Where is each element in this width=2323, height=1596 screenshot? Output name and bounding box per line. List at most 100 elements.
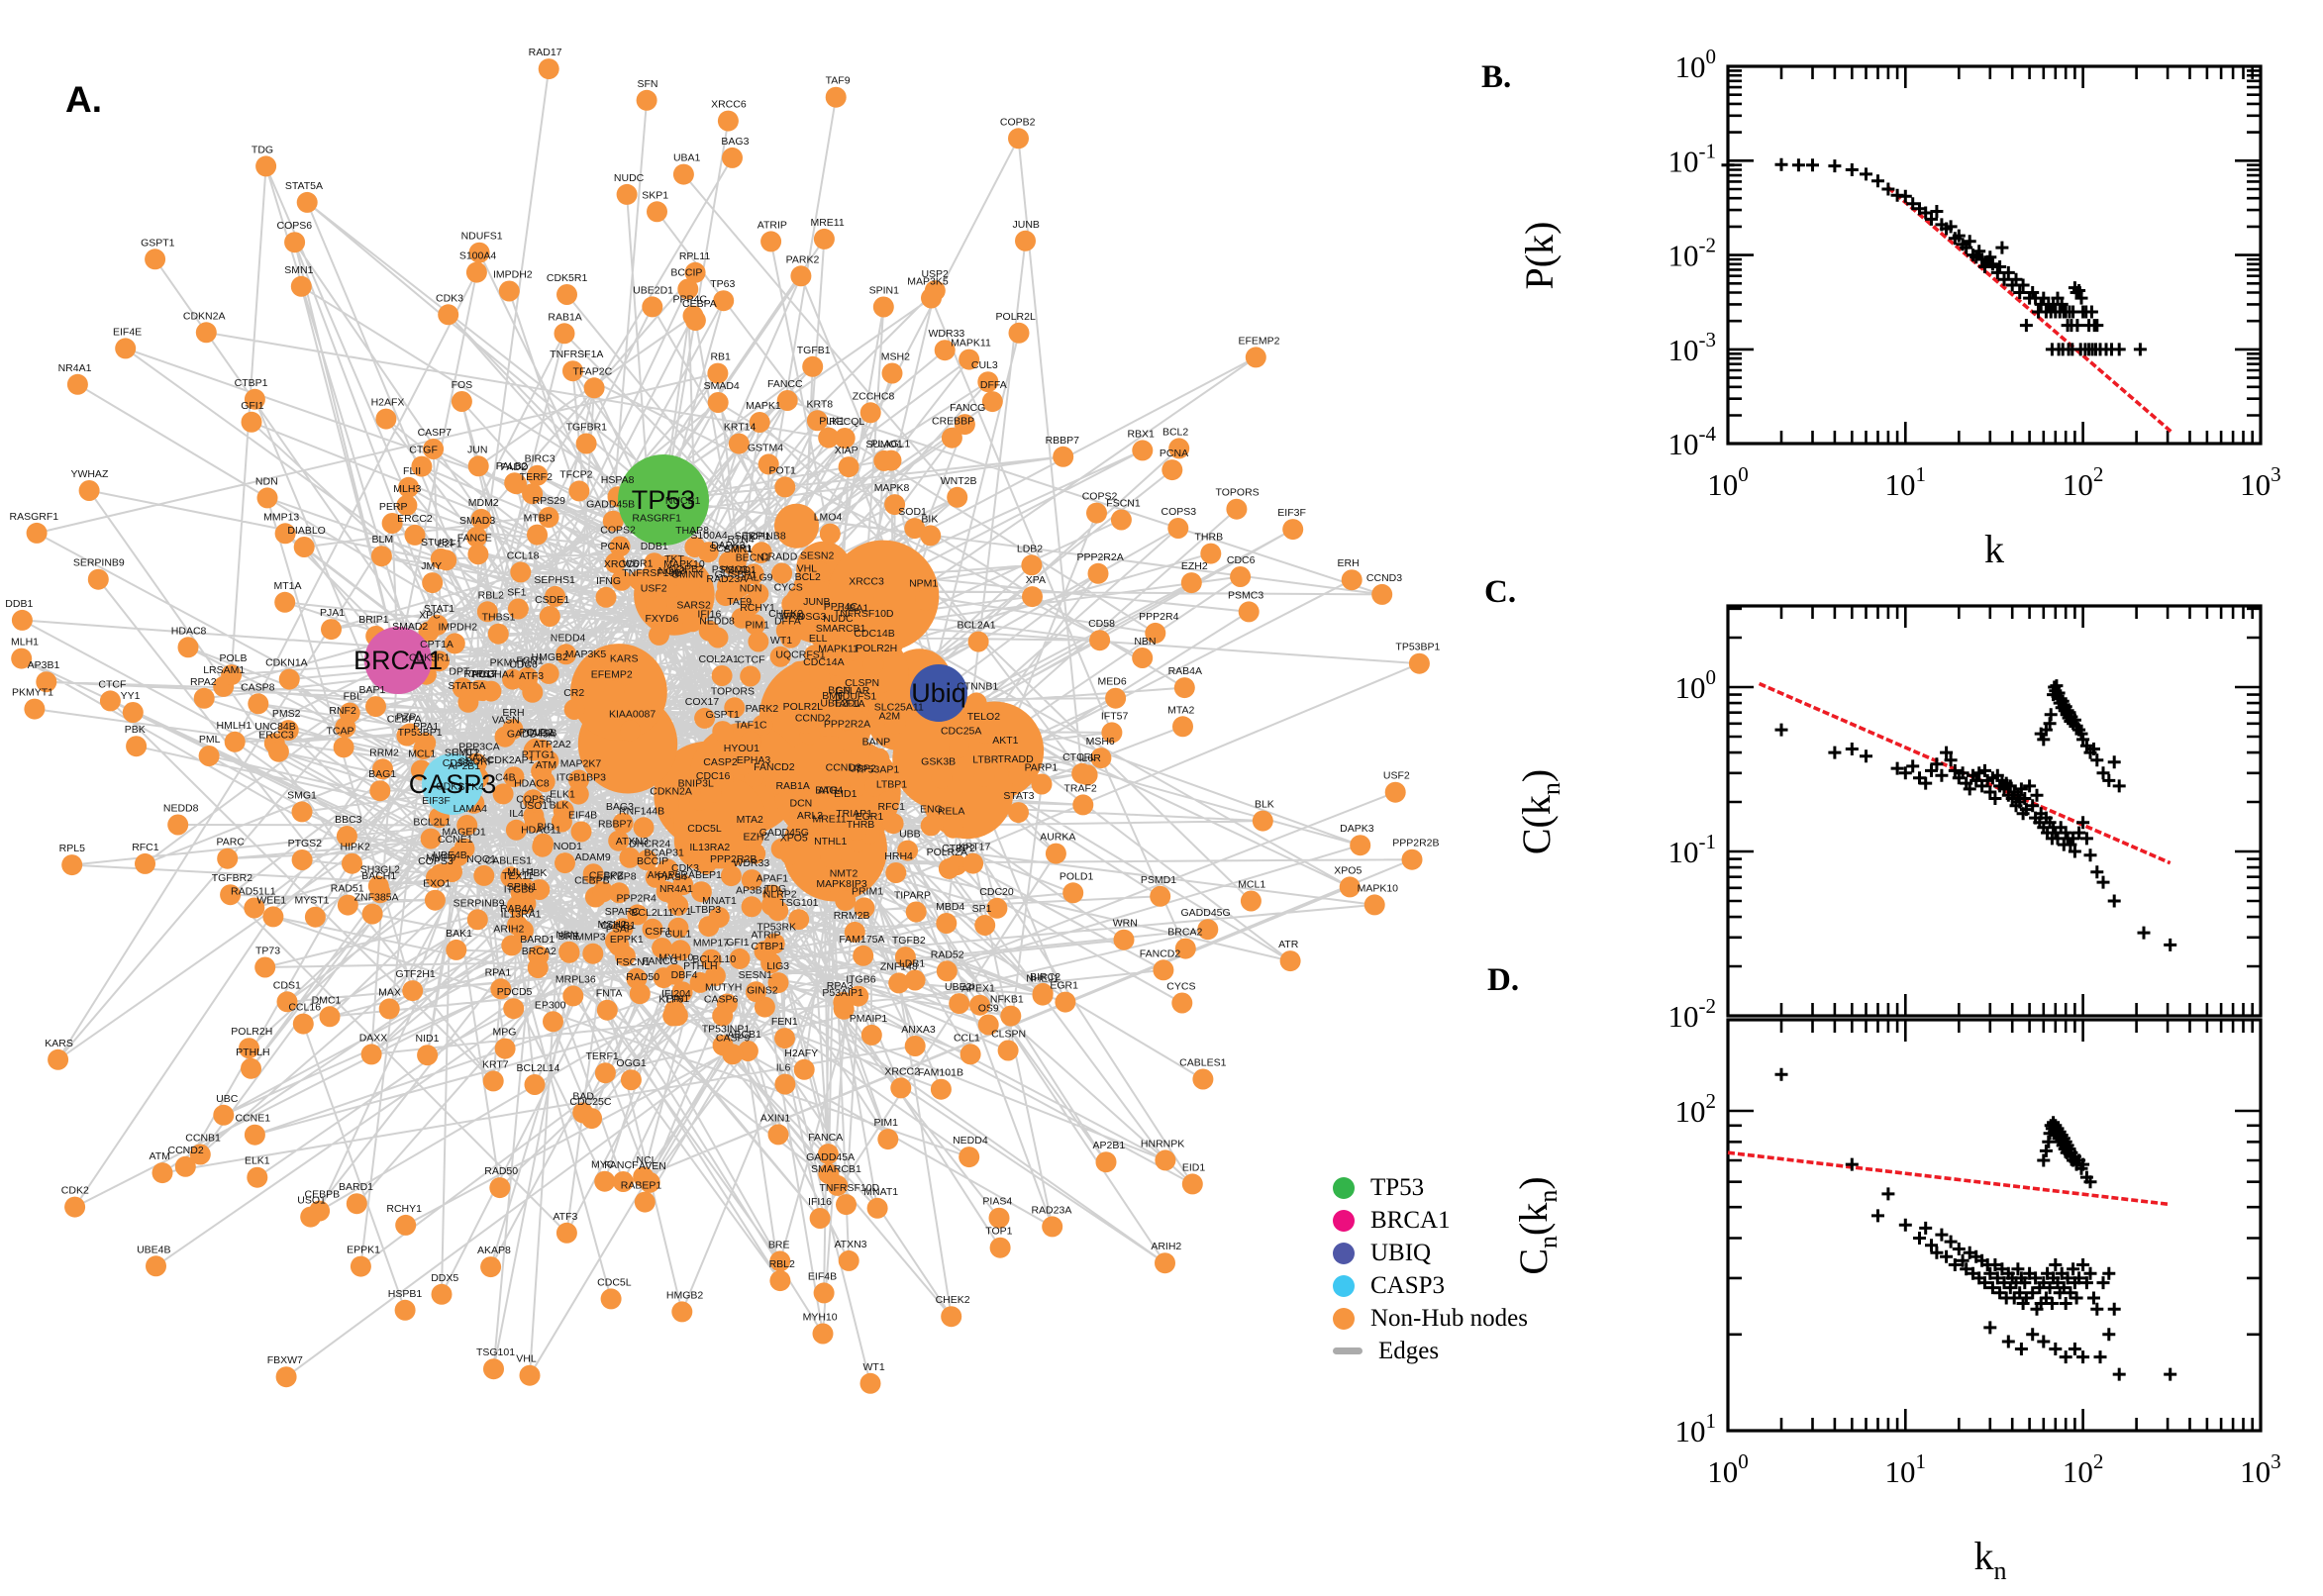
network-node-label: CCND3	[826, 762, 861, 774]
x-tick-label: 103	[2240, 462, 2281, 502]
network-node-label: PTHLH	[683, 960, 717, 972]
network-node-label: FANCD2	[754, 761, 795, 773]
network-node	[1132, 648, 1154, 668]
network-node-label: ERCC3	[258, 730, 294, 742]
network-node-label: MUTYH	[705, 982, 742, 994]
network-node-label: EXO1	[423, 878, 451, 890]
network-node	[720, 865, 742, 887]
network-node	[825, 86, 847, 108]
network-node-label: TAF1A	[834, 698, 865, 710]
network-node	[947, 486, 968, 508]
network-node-label: UBE2I	[945, 981, 974, 993]
network-node-label: CDC14A	[803, 656, 844, 668]
network-node	[247, 1166, 268, 1188]
network-node-label: DBF4	[671, 969, 698, 981]
network-node	[430, 863, 452, 885]
network-node-label: C4B	[495, 771, 515, 783]
network-node-label: LDB1	[899, 958, 925, 970]
network-node-label: RAD52	[931, 948, 964, 960]
network-node	[724, 580, 746, 602]
network-node-label: DDB1	[5, 598, 33, 610]
network-node-label: STAT5A	[448, 680, 485, 692]
network-node-label: EID1	[1182, 1161, 1206, 1173]
network-node-label: HDAC8	[514, 777, 550, 789]
network-node-label: ERH	[1338, 557, 1360, 569]
network-node-label: KRT17	[959, 842, 991, 853]
network-node-label: BAP1	[358, 684, 385, 696]
network-node	[554, 323, 575, 345]
network-node-label: PLAGL1	[871, 439, 911, 450]
network-node-label: PJA1	[320, 607, 345, 619]
network-node-label: CDK2	[436, 781, 463, 793]
network-node-label: IL6	[776, 1062, 791, 1074]
network-node-label: CDC5L	[597, 1276, 632, 1288]
network-node	[740, 665, 761, 687]
network-node	[543, 1011, 563, 1033]
network-node	[974, 723, 996, 745]
network-node-label: IMPDH2	[493, 269, 533, 281]
network-node	[429, 650, 450, 672]
network-node-label: HNRNPK	[1141, 1138, 1184, 1149]
network-node	[483, 1358, 504, 1380]
network-node-label: FOS	[452, 379, 473, 391]
network-node	[1110, 509, 1132, 531]
network-node-label: MAPK11	[951, 338, 991, 349]
network-node-label: ITGB1BP3	[556, 772, 606, 784]
network-node	[860, 1024, 882, 1046]
network-node-label: EGR1	[1050, 980, 1078, 992]
network-node-label: RBX1	[1127, 428, 1155, 440]
network-node	[276, 991, 298, 1013]
network-node	[290, 275, 312, 297]
network-node	[473, 864, 495, 886]
network-node-label: RFC1	[132, 842, 159, 853]
network-node-label: CTBP2	[942, 843, 975, 854]
network-node	[882, 813, 904, 835]
network-node	[1031, 773, 1053, 795]
network-node	[818, 796, 840, 818]
network-node	[809, 668, 831, 690]
y-tick-label: 100	[1675, 665, 1717, 705]
network-node-label: HIPK2	[341, 842, 371, 853]
network-node-label: TNFRSF10D	[819, 1182, 879, 1194]
legend-edge-swatch	[1333, 1347, 1363, 1354]
network-node	[634, 1191, 656, 1213]
network-node-label: RFC1	[877, 801, 905, 813]
network-node-label: NDUFS1	[835, 691, 876, 703]
network-node-label: NTHL1	[814, 836, 847, 848]
network-node	[444, 633, 465, 654]
network-node	[1150, 885, 1171, 907]
network-node	[115, 338, 137, 359]
network-node-label: MLH1	[11, 637, 39, 648]
network-node	[859, 402, 881, 424]
network-node-label: CDK3	[671, 862, 699, 874]
network-node	[531, 760, 553, 782]
network-node	[949, 737, 969, 758]
network-node-label: XPC	[419, 609, 441, 621]
network-node-label: THRB	[1195, 532, 1224, 544]
network-node-label: EIF3F	[1277, 507, 1306, 519]
network-node	[859, 1372, 881, 1394]
network-node-label: TNFRSF10D	[834, 608, 894, 620]
network-node-label: RABEP1	[680, 869, 722, 881]
network-node	[1350, 835, 1371, 856]
network-node-label: AKT1	[992, 735, 1018, 747]
network-node	[740, 731, 761, 752]
network-node	[767, 900, 789, 922]
network-node-label: CD58	[1088, 618, 1115, 630]
network-node	[822, 825, 844, 847]
network-node-label: RPL5	[59, 843, 85, 854]
network-node-label: USF2	[1383, 770, 1410, 782]
network-node	[741, 869, 762, 891]
network-node-label: RNF144B	[619, 805, 664, 817]
network-node-label: WT1	[863, 1361, 885, 1373]
network-node-label: EID1	[834, 788, 858, 800]
network-node-label: FANCA	[808, 1132, 843, 1144]
network-node	[682, 305, 704, 327]
network-node-label: EPHA3	[737, 754, 771, 766]
network-node-label: SMARCB1	[811, 1163, 861, 1175]
network-node-label: ATRIP	[758, 219, 787, 231]
legend-item-brca1: BRCA1	[1333, 1204, 1561, 1237]
y-tick-label: 10-4	[1668, 422, 1717, 461]
network-node	[602, 510, 624, 532]
network-node-label: NOL3	[658, 565, 686, 577]
